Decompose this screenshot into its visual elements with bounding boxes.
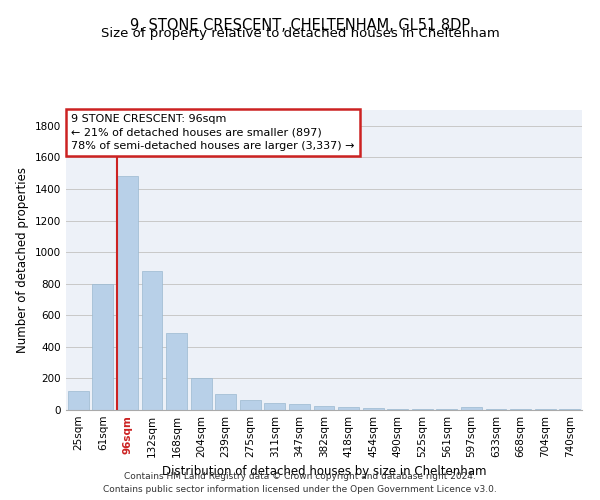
Bar — [92, 284, 113, 410]
Text: 9 STONE CRESCENT: 96sqm
← 21% of detached houses are smaller (897)
78% of semi-d: 9 STONE CRESCENT: 96sqm ← 21% of detache… — [71, 114, 355, 151]
Bar — [338, 407, 359, 410]
Bar — [289, 404, 310, 410]
Bar — [265, 403, 286, 410]
Text: Contains HM Land Registry data © Crown copyright and database right 2024.: Contains HM Land Registry data © Crown c… — [124, 472, 476, 481]
Bar — [68, 391, 89, 410]
Bar — [436, 409, 457, 410]
Bar — [535, 409, 556, 410]
Bar — [142, 271, 163, 410]
Bar — [166, 332, 187, 410]
Bar — [240, 400, 261, 410]
Text: 9, STONE CRESCENT, CHELTENHAM, GL51 8DP: 9, STONE CRESCENT, CHELTENHAM, GL51 8DP — [130, 18, 470, 32]
Y-axis label: Number of detached properties: Number of detached properties — [16, 167, 29, 353]
Bar — [362, 408, 383, 410]
Bar — [215, 394, 236, 410]
Bar — [510, 409, 531, 410]
Text: Contains public sector information licensed under the Open Government Licence v3: Contains public sector information licen… — [103, 485, 497, 494]
Bar — [412, 409, 433, 410]
Text: Size of property relative to detached houses in Cheltenham: Size of property relative to detached ho… — [101, 28, 499, 40]
Bar — [117, 176, 138, 410]
X-axis label: Distribution of detached houses by size in Cheltenham: Distribution of detached houses by size … — [162, 466, 486, 478]
Bar — [314, 406, 334, 410]
Bar — [559, 409, 580, 410]
Bar — [191, 378, 212, 410]
Bar — [387, 409, 408, 410]
Bar — [485, 409, 506, 410]
Bar — [461, 407, 482, 410]
